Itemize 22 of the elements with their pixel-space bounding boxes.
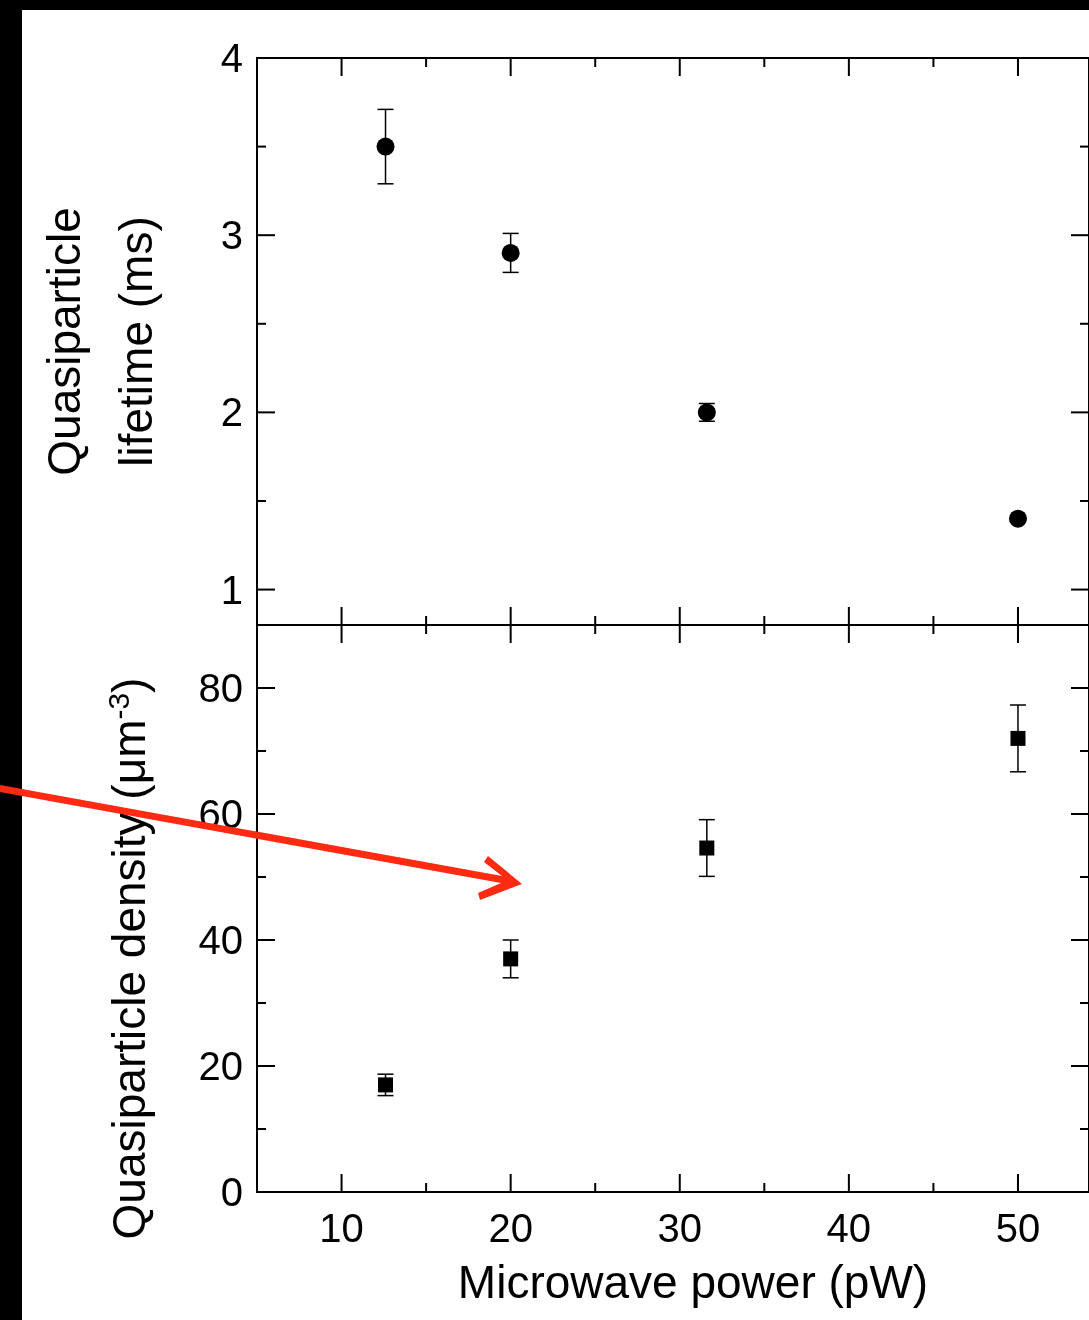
y-tick-label: 20 [198, 1044, 243, 1088]
y-tick-label: 40 [198, 918, 243, 962]
y-tick-label: 2 [220, 390, 243, 435]
point [378, 1077, 394, 1093]
y-axis-title: Quasiparticle lifetime (ms) [38, 207, 162, 476]
x-tick-label: 30 [657, 1206, 703, 1250]
point [699, 840, 715, 856]
y-tick-label: 1 [220, 567, 243, 612]
y-tick-label: 80 [198, 666, 243, 710]
x-tick-label: 40 [826, 1206, 872, 1250]
point [376, 137, 395, 156]
y-tick-label: 4 [220, 36, 243, 80]
point [501, 243, 520, 262]
point [1010, 730, 1026, 746]
x-tick-label: 10 [319, 1206, 364, 1250]
x-tick-label: 20 [488, 1206, 533, 1250]
x-axis-title: Microwave power (pW) [457, 1256, 929, 1308]
y-tick-label: 3 [220, 213, 243, 258]
point [1008, 509, 1027, 528]
point [503, 951, 519, 967]
x-tick-label: 50 [995, 1206, 1041, 1250]
y-tick-label: 0 [220, 1170, 243, 1214]
